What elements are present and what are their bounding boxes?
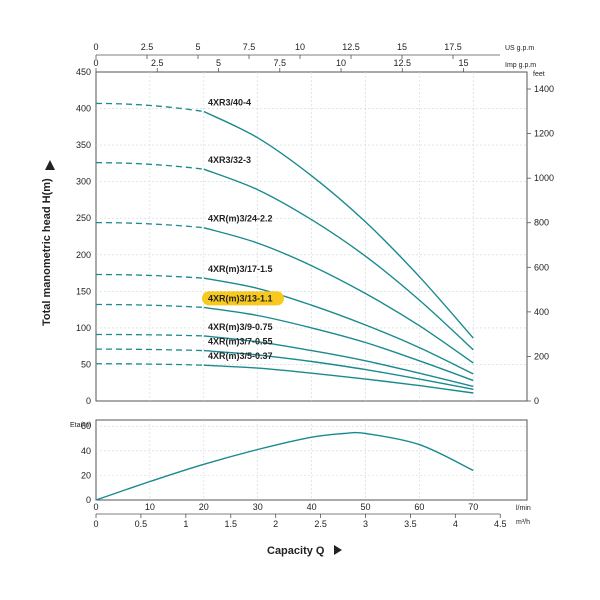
head-curve-dashed	[95, 333, 204, 337]
x-tick-label-lmin: 10	[145, 502, 155, 512]
highlight-badge	[202, 291, 284, 306]
us-gpm-tick-label: 17.5	[444, 42, 462, 52]
x-tick-label-lmin: 30	[253, 502, 263, 512]
m3h-tick-label: 2	[273, 519, 278, 529]
head-curve-line	[203, 168, 474, 351]
head-curve-label: 4XR(m)3/7-0.55	[208, 337, 273, 347]
feet-tick-label: 0	[534, 396, 539, 406]
axis-ticks: 0 10 20 30 40 50 60 700501001502002503003504004…	[76, 42, 554, 529]
head-curve-dashed	[95, 363, 204, 366]
m3h-unit: m³/h	[516, 519, 530, 526]
us-gpm-tick-label: 15	[397, 42, 407, 52]
y-tick-label-eta: 20	[81, 470, 91, 480]
x-tick-label-lmin: 20	[199, 502, 209, 512]
head-curve-dashed	[95, 348, 204, 352]
y-tick-label-head: 150	[76, 286, 91, 296]
m3h-tick-label: 3.5	[404, 519, 417, 529]
m3h-tick-label: 2.5	[314, 519, 327, 529]
m3h-tick-label: 4	[453, 519, 458, 529]
feet-tick-label: 800	[534, 218, 549, 228]
head-curve-line	[203, 335, 474, 388]
head-curve-dashed	[95, 102, 204, 113]
m3h-tick-label: 1	[183, 519, 188, 529]
feet-tick-label: 200	[534, 351, 549, 361]
head-curve-label: 4XR(m)3/13-1.1	[208, 293, 273, 303]
m3h-tick-label: 0	[93, 519, 98, 529]
imp-gpm-tick-label: 15	[459, 58, 469, 68]
head-curve-label: 4XR(m)3/17-1.5	[208, 264, 273, 274]
head-curve-line	[203, 277, 474, 375]
y-tick-label-head: 350	[76, 140, 91, 150]
head-grid	[96, 72, 527, 401]
x-tick-label-lmin: 0	[93, 502, 98, 512]
imp-gpm-tick-label: 0	[93, 58, 98, 68]
y-tick-label-head: 300	[76, 177, 91, 187]
head-curve-label: 4XR(m)3/5-0.37	[208, 351, 273, 361]
head-curve-label: 4XR3/32-3	[208, 155, 251, 165]
feet-unit: feet	[533, 71, 545, 78]
x-tick-label-lmin: 60	[414, 502, 424, 512]
y-tick-label-eta: 60	[81, 421, 91, 431]
head-curve-line	[203, 306, 474, 382]
us-gpm-tick-label: 12.5	[342, 42, 360, 52]
head-curve-label: 4XR(m)3/24-2.2	[208, 214, 273, 224]
lmin-unit: l/min	[516, 505, 531, 512]
head-curve-line	[203, 349, 474, 390]
m3h-tick-label: 4.5	[494, 519, 507, 529]
imp-gpm-tick-label: 7.5	[274, 58, 287, 68]
head-curve-dashed	[95, 273, 204, 279]
y-tick-label-head: 400	[76, 104, 91, 114]
head-curves: 4XR3/40-4 4XR3/32-3 4XR(m)3/24-2.2 4XR(m)3/…	[95, 97, 474, 394]
y-tick-label-eta: 0	[86, 495, 91, 505]
us-gpm-tick-label: 7.5	[243, 42, 256, 52]
y-tick-label-head: 200	[76, 250, 91, 260]
y-tick-label-eta: 40	[81, 446, 91, 456]
head-curve-line	[203, 110, 474, 339]
eta-curve-line	[95, 431, 474, 501]
us-gpm-tick-label: 10	[295, 42, 305, 52]
y-tick-label-head: 450	[76, 67, 91, 77]
eta-curves	[95, 431, 474, 501]
head-curve-line	[203, 364, 474, 394]
imp-gpm-tick-label: 10	[336, 58, 346, 68]
us-gpm-tick-label: 5	[195, 42, 200, 52]
us-gpm-tick-label: 0	[93, 42, 98, 52]
x-tick-label-lmin: 70	[468, 502, 478, 512]
imp-gpm-unit: Imp g.p.m	[505, 62, 536, 69]
imp-gpm-tick-label: 12.5	[394, 58, 412, 68]
head-curve-dashed	[95, 221, 204, 229]
imp-gpm-tick-label: 5	[216, 58, 221, 68]
us-gpm-tick-label: 2.5	[141, 42, 154, 52]
head-curve-dashed	[95, 303, 204, 309]
m3h-tick-label: 1.5	[224, 519, 237, 529]
y-tick-label-head: 100	[76, 323, 91, 333]
eta-grid	[96, 420, 527, 500]
feet-tick-label: 400	[534, 307, 549, 317]
feet-tick-label: 1000	[534, 173, 554, 183]
m3h-tick-label: 3	[363, 519, 368, 529]
y-axis-arrow-icon	[45, 160, 55, 170]
head-curve-line	[203, 227, 474, 364]
x-axis-arrow-icon	[334, 545, 342, 555]
y-axis-title: Total manometric head H(m)	[41, 178, 53, 326]
m3h-tick-label: 0.5	[135, 519, 148, 529]
x-tick-label-lmin: 40	[307, 502, 317, 512]
y-tick-label-head: 50	[81, 359, 91, 369]
x-axis-title: Capacity Q	[267, 545, 325, 557]
us-gpm-unit: US g.p.m	[505, 45, 534, 52]
head-curve-dashed	[95, 162, 204, 170]
imp-gpm-tick-label: 2.5	[151, 58, 164, 68]
feet-tick-label: 600	[534, 262, 549, 272]
head-curve-label: 4XR3/40-4	[208, 97, 251, 107]
x-tick-label-lmin: 50	[360, 502, 370, 512]
y-tick-label-head: 250	[76, 213, 91, 223]
eta-axis-label: Eta(%)	[70, 422, 91, 429]
y-tick-label-head: 0	[86, 396, 91, 406]
feet-tick-label: 1400	[534, 84, 554, 94]
feet-tick-label: 1200	[534, 129, 554, 139]
head-curve-label: 4XR(m)3/9-0.75	[208, 322, 273, 332]
